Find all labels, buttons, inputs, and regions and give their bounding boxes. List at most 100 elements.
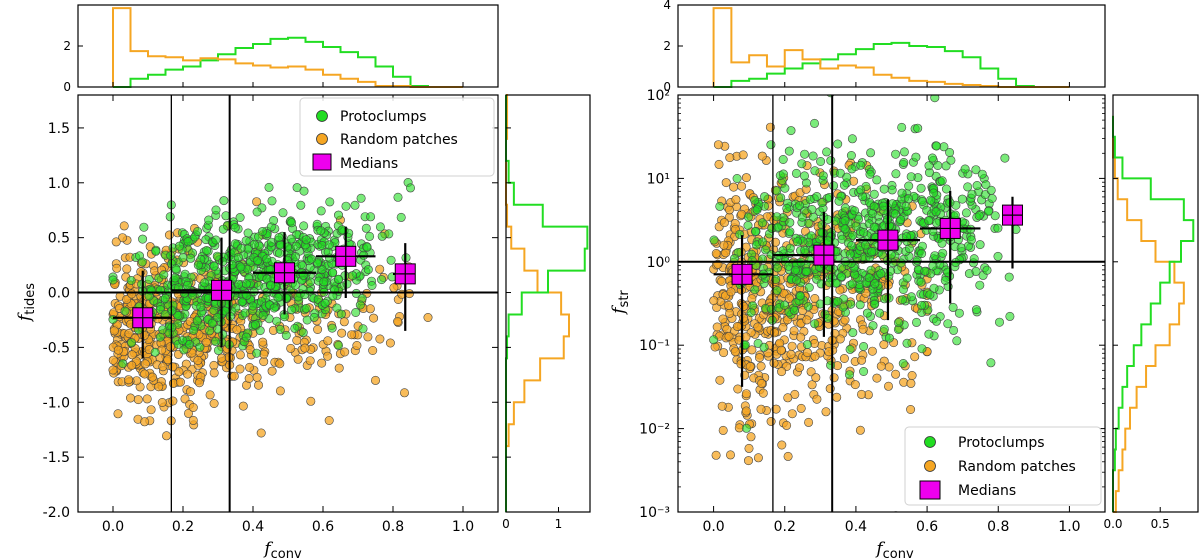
point-random xyxy=(256,428,266,438)
point-random xyxy=(787,409,797,419)
point-random xyxy=(725,153,735,163)
point-protoclump xyxy=(144,274,154,284)
point-random xyxy=(393,316,403,326)
point-random xyxy=(244,373,254,383)
point-random xyxy=(776,345,786,355)
point-protoclump xyxy=(930,251,940,261)
point-protoclump xyxy=(778,169,788,179)
point-protoclump xyxy=(792,275,802,285)
point-protoclump xyxy=(179,345,189,355)
top-hist-protoclumps xyxy=(113,36,463,88)
point-protoclump xyxy=(865,169,875,179)
point-random xyxy=(812,394,822,404)
side-hist-protoclumps xyxy=(1112,115,1195,512)
point-protoclump xyxy=(1005,311,1015,321)
point-random xyxy=(730,347,740,357)
point-random xyxy=(112,263,122,273)
point-protoclump xyxy=(917,300,927,310)
point-protoclump xyxy=(328,268,338,278)
point-protoclump xyxy=(867,247,877,257)
point-protoclump xyxy=(826,156,836,166)
point-protoclump xyxy=(709,235,719,245)
point-protoclump xyxy=(269,303,279,313)
point-protoclump xyxy=(879,324,889,334)
left-scatter-plot: 0.0 0.2 0.4 0.6 0.8 1.0 -2.0 -1.5 -1.0 -0.5 0.0 0.5… xyxy=(43,94,499,535)
side-hist-frame xyxy=(505,94,591,513)
x-tick-label: 0.8 xyxy=(987,519,1009,535)
point-protoclump xyxy=(747,255,757,265)
top-hist-y-tick-label: 0 xyxy=(63,80,71,94)
point-protoclump xyxy=(851,221,861,231)
point-protoclump xyxy=(866,148,876,158)
point-random xyxy=(906,378,916,388)
point-protoclump xyxy=(800,245,810,255)
top-hist-random xyxy=(712,7,1070,88)
point-protoclump xyxy=(193,260,203,270)
point-protoclump xyxy=(333,274,343,284)
point-protoclump xyxy=(981,180,991,190)
point-protoclump xyxy=(785,227,795,237)
point-protoclump xyxy=(977,169,987,179)
point-random xyxy=(721,178,731,188)
point-random xyxy=(739,313,749,323)
point-random xyxy=(756,404,766,414)
point-random xyxy=(369,313,379,323)
point-random xyxy=(789,326,799,336)
point-random xyxy=(867,346,877,356)
point-protoclump xyxy=(766,140,776,150)
point-protoclump xyxy=(971,266,981,276)
point-protoclump xyxy=(772,263,782,273)
point-random xyxy=(893,511,899,512)
point-protoclump xyxy=(325,197,335,207)
legend-marker-medians xyxy=(919,480,941,500)
y-tick-label: 10¹ xyxy=(647,171,670,187)
point-protoclump xyxy=(897,122,907,132)
point-protoclump xyxy=(833,139,843,149)
point-protoclump xyxy=(924,329,934,339)
point-protoclump xyxy=(182,280,192,290)
point-protoclump xyxy=(218,257,228,267)
point-random xyxy=(127,289,137,299)
point-protoclump xyxy=(946,155,956,165)
point-protoclump xyxy=(928,261,938,271)
point-random xyxy=(832,392,842,402)
point-random xyxy=(347,330,357,340)
point-random xyxy=(839,353,849,363)
point-protoclump xyxy=(809,118,819,128)
point-random xyxy=(337,328,347,338)
point-protoclump xyxy=(741,423,751,433)
point-protoclump xyxy=(782,203,792,213)
x-tick-label: 0.2 xyxy=(172,519,194,535)
right-figure: 0 2 4 0.0 0.2 0.4 0.6 0.8 1.0 10⁻³ 10⁻² 10⁻¹ 10⁰ 10¹… xyxy=(609,0,1199,560)
point-random xyxy=(787,341,797,351)
point-random xyxy=(769,358,779,368)
point-protoclump xyxy=(750,227,760,237)
point-random xyxy=(259,357,269,367)
point-random xyxy=(733,81,741,89)
left-top-histogram: 02 xyxy=(63,4,499,94)
point-random xyxy=(126,393,136,403)
point-random xyxy=(757,378,767,388)
median-marker xyxy=(773,211,835,337)
point-random xyxy=(741,389,751,399)
point-random xyxy=(140,369,150,379)
point-random xyxy=(783,393,793,403)
point-random xyxy=(856,389,866,399)
point-protoclump xyxy=(298,328,308,338)
point-protoclump xyxy=(847,164,857,174)
point-protoclump xyxy=(840,224,850,234)
point-protoclump xyxy=(202,246,212,256)
point-random xyxy=(829,373,839,383)
point-random xyxy=(235,364,245,374)
point-random xyxy=(389,283,399,293)
point-protoclump xyxy=(196,302,206,312)
point-protoclump xyxy=(173,310,183,320)
point-protoclump xyxy=(957,194,967,204)
point-random xyxy=(726,287,736,297)
point-protoclump xyxy=(960,164,970,174)
point-protoclump xyxy=(983,206,993,216)
point-protoclump xyxy=(927,153,937,163)
point-random xyxy=(209,368,219,378)
point-protoclump xyxy=(375,222,385,232)
point-random xyxy=(717,276,727,286)
